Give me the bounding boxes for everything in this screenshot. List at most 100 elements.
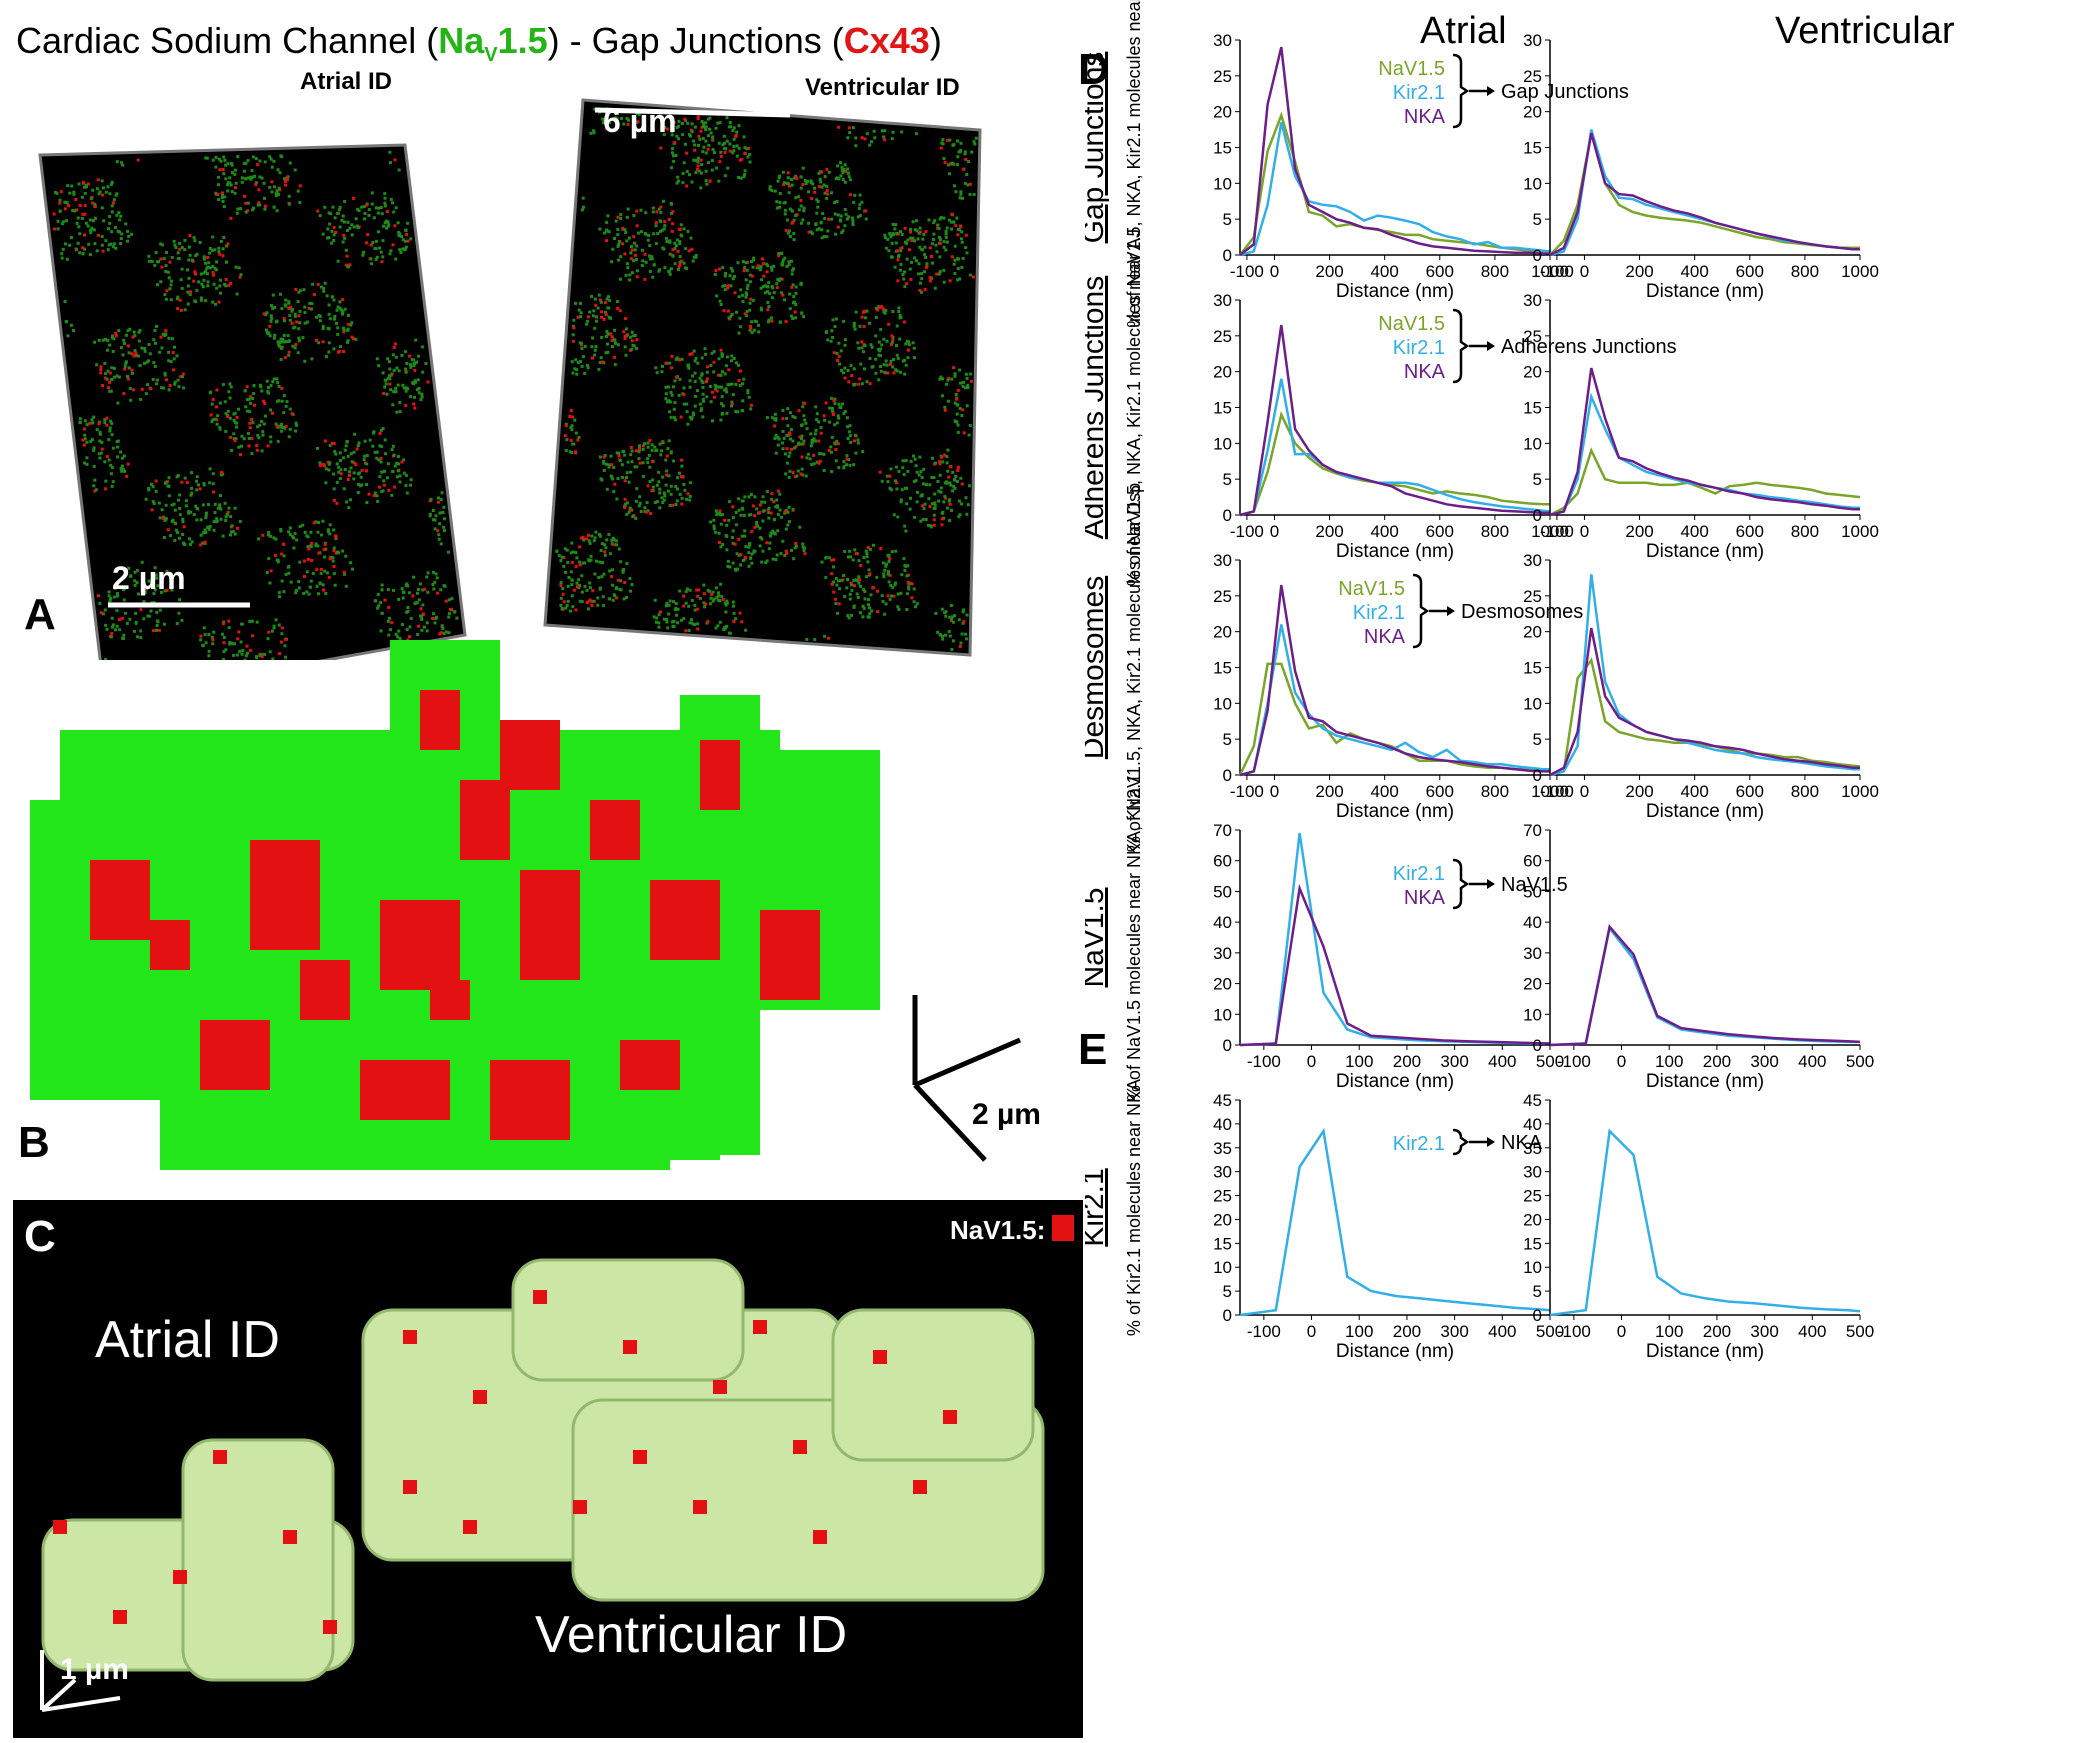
x-tick-label: 200 bbox=[1703, 1322, 1731, 1341]
cx43-dot bbox=[850, 374, 854, 377]
nav-dot bbox=[863, 597, 867, 601]
nav-dot bbox=[692, 158, 696, 162]
nav-dot bbox=[747, 495, 751, 499]
nav-dot bbox=[715, 166, 718, 170]
nav-dot bbox=[112, 242, 116, 246]
nav-dot bbox=[278, 595, 281, 599]
cx43-dot bbox=[843, 376, 847, 380]
nav-dot bbox=[941, 460, 945, 464]
nav-dot bbox=[643, 231, 647, 235]
nav-dot bbox=[715, 385, 719, 389]
nav-dot bbox=[790, 272, 794, 276]
nav-dot bbox=[397, 597, 401, 601]
nav-dot bbox=[768, 185, 772, 189]
nav-dot bbox=[262, 422, 266, 426]
nav-dot bbox=[195, 288, 199, 292]
nav-dot bbox=[617, 242, 621, 246]
nav-dot bbox=[873, 136, 877, 140]
nav-dot bbox=[143, 347, 147, 350]
nav-dot bbox=[778, 205, 782, 209]
nav-dot bbox=[956, 423, 960, 427]
cx43-dot bbox=[590, 604, 594, 607]
nav-dot bbox=[385, 219, 389, 223]
nav-dot bbox=[271, 657, 275, 660]
nav-dot bbox=[176, 251, 180, 255]
nav-dot bbox=[690, 180, 694, 184]
nav-dot bbox=[155, 623, 159, 627]
cx43-dot bbox=[770, 319, 774, 323]
cx43-dot bbox=[352, 337, 356, 341]
nav-dot bbox=[693, 380, 697, 384]
nav-dot bbox=[409, 237, 413, 241]
nav-dot bbox=[713, 151, 716, 155]
nav-dot bbox=[670, 133, 674, 137]
nav-dot bbox=[124, 222, 128, 226]
y-tick-label: 30 bbox=[1213, 291, 1232, 310]
nav-dot bbox=[611, 536, 615, 540]
cx43-dot bbox=[786, 171, 790, 175]
nav-dot bbox=[789, 437, 792, 441]
cx43-dot bbox=[103, 487, 107, 491]
cx43-dot bbox=[578, 563, 582, 567]
cx43-dot bbox=[387, 605, 391, 609]
cx43-dot bbox=[408, 354, 411, 358]
nav-dot bbox=[809, 179, 813, 183]
nav-dot bbox=[841, 402, 844, 406]
nav-dot bbox=[89, 197, 93, 201]
nav-dot bbox=[723, 141, 726, 145]
nav-dot bbox=[412, 382, 416, 386]
nav-dot bbox=[674, 244, 678, 248]
nav-dot bbox=[895, 369, 899, 373]
nav-dot bbox=[60, 252, 64, 256]
nav-dot bbox=[170, 337, 174, 341]
nav-dot bbox=[267, 557, 271, 561]
nav-dot bbox=[152, 361, 156, 365]
nav-dot bbox=[721, 143, 725, 147]
x-tick-label: 100 bbox=[1345, 1322, 1373, 1341]
cx43-dot bbox=[198, 487, 202, 491]
cx43-dot bbox=[221, 168, 225, 171]
cx43-dot bbox=[788, 431, 791, 435]
nav-dot bbox=[815, 211, 819, 215]
nav-dot bbox=[612, 490, 616, 493]
nav-dot bbox=[942, 157, 946, 161]
nav-dot bbox=[433, 527, 437, 531]
nav-dot bbox=[555, 549, 559, 553]
nav-dot bbox=[895, 487, 899, 491]
nav-dot bbox=[89, 439, 93, 443]
nav-dot bbox=[273, 185, 276, 189]
panel-c-atrial-label: Atrial ID bbox=[95, 1311, 280, 1369]
nav-dot bbox=[395, 410, 399, 414]
nav-dot bbox=[375, 494, 379, 498]
nav-dot bbox=[216, 414, 220, 418]
nav-dot bbox=[111, 334, 114, 338]
panel-b-scale-label: 2 µm bbox=[972, 1098, 1041, 1131]
cx43-dot bbox=[91, 201, 95, 205]
nav-dot bbox=[565, 604, 569, 608]
nav-dot bbox=[938, 377, 942, 381]
nav-dot bbox=[620, 116, 624, 120]
nav-dot bbox=[608, 552, 612, 556]
cx43-dot bbox=[813, 190, 817, 194]
nav-dot bbox=[646, 238, 650, 242]
nav-dot bbox=[904, 564, 908, 568]
nav-dot bbox=[891, 585, 895, 589]
nav-dot bbox=[360, 483, 364, 487]
cx43-dot bbox=[143, 588, 147, 592]
nav-dot bbox=[106, 248, 110, 252]
legend-target: Gap Junctions bbox=[1501, 81, 1629, 103]
cx43-dot bbox=[328, 557, 332, 561]
nav-dot bbox=[212, 282, 216, 286]
cx43-dot bbox=[773, 424, 777, 428]
nav-dot bbox=[785, 264, 789, 268]
nav-dot bbox=[735, 154, 739, 158]
nav-dot bbox=[104, 479, 108, 483]
nav-dot bbox=[678, 492, 682, 496]
nav-dot bbox=[343, 468, 347, 471]
cx43-dot bbox=[179, 375, 183, 379]
nav-dot bbox=[886, 553, 890, 557]
nav-dot bbox=[686, 229, 690, 233]
nav-dot bbox=[806, 180, 810, 183]
nav-dot bbox=[282, 426, 286, 429]
nav-dot bbox=[258, 383, 262, 387]
